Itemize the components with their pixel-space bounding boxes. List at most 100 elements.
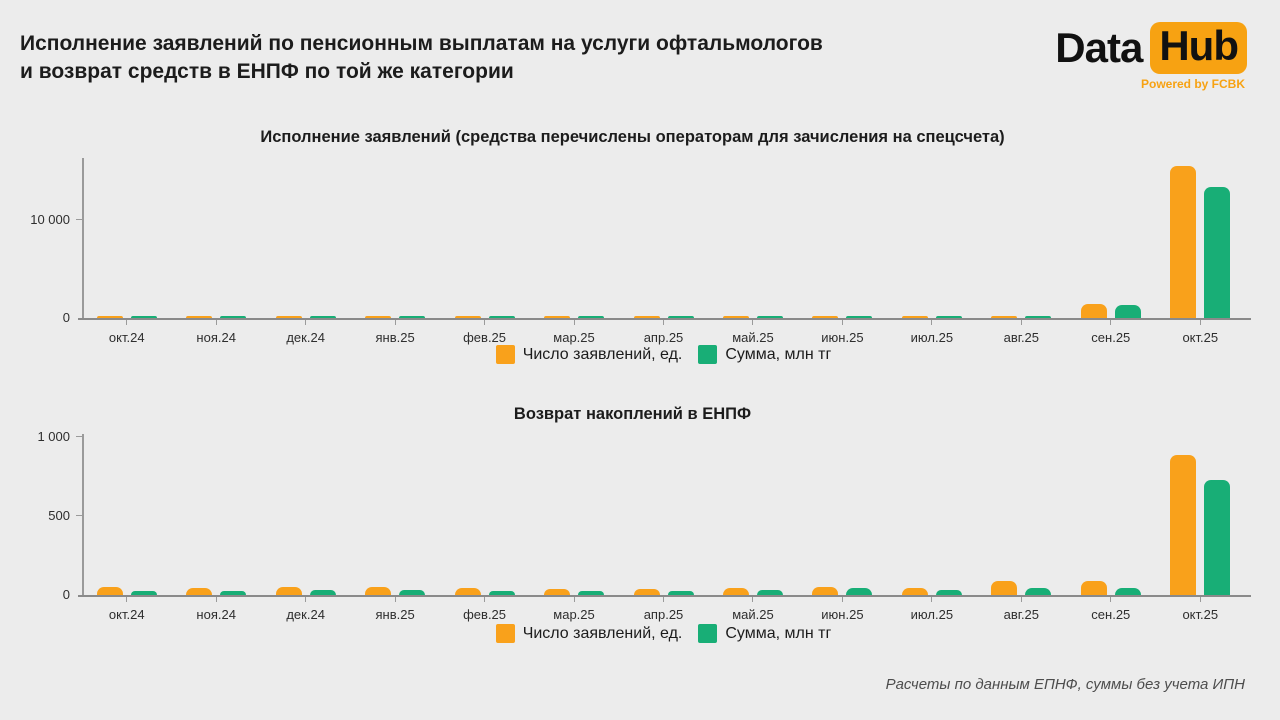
bar-applications — [812, 586, 839, 595]
footer-note: Расчеты по данным ЕПНФ, суммы без учета … — [885, 676, 1245, 693]
x-axis-tick — [126, 320, 128, 325]
legend-item: Сумма, млн тг — [698, 624, 831, 643]
chart-applications-executed: Исполнение заявлений (средства перечисле… — [0, 128, 1280, 378]
bar-amount — [667, 590, 694, 595]
bar-amount — [756, 316, 783, 318]
bar-applications — [1080, 581, 1107, 595]
page-title: Исполнение заявлений по пенсионным выпла… — [20, 30, 823, 86]
legend-swatch-amount — [698, 624, 718, 643]
x-tick-label: авг.25 — [1003, 330, 1040, 345]
legend-swatch-applications — [495, 345, 515, 364]
bar-amount — [130, 590, 157, 595]
bar-applications — [722, 316, 749, 318]
x-tick-label: авг.25 — [1003, 607, 1040, 622]
y-tick-label: 500 — [48, 508, 70, 524]
bar-applications — [544, 316, 571, 318]
bar-amount — [399, 589, 426, 595]
bar-amount — [846, 316, 873, 318]
y-axis-tick — [76, 515, 82, 517]
y-axis-tick — [76, 218, 82, 220]
legend-swatch-amount — [698, 345, 718, 364]
bar-applications — [365, 316, 392, 318]
x-tick-label: сен.25 — [1091, 607, 1131, 622]
bar-applications — [275, 586, 302, 595]
bar-amount — [578, 591, 605, 595]
x-axis-tick — [841, 320, 843, 325]
x-tick-label: мар.25 — [553, 607, 595, 622]
chart-title: Возврат накоплений в ЕНПФ — [513, 405, 752, 423]
plot-area: 0 500 1 000 окт.24 ноя.24 дек.24 янв.25 фев.25 м… — [37, 429, 1251, 622]
bar-applications — [991, 315, 1018, 318]
legend-label: Число заявлений, ед. — [522, 624, 683, 642]
bar-amount — [1204, 479, 1231, 595]
x-tick-label: дек.24 — [286, 607, 325, 622]
x-tick-label: окт.24 — [108, 330, 145, 345]
bar-amount — [1114, 587, 1141, 595]
bar-amount — [488, 316, 515, 318]
logo-text-hub: Hub — [1150, 22, 1247, 74]
x-axis-tick — [1020, 597, 1022, 602]
bar-amount — [846, 588, 873, 595]
x-tick-label: фев.25 — [463, 330, 507, 345]
datahub-logo: Data Hub Powered by FCBK — [1055, 22, 1247, 91]
x-axis-tick — [394, 597, 396, 602]
bar-amount — [399, 316, 426, 318]
legend-item: Число заявлений, ед. — [495, 624, 683, 643]
bar-amount — [220, 590, 247, 595]
x-tick-label: окт.25 — [1182, 330, 1219, 345]
bar-applications — [722, 588, 749, 595]
bar-applications — [1080, 303, 1107, 318]
bar-amount — [1114, 305, 1141, 318]
y-axis-line — [82, 434, 84, 595]
x-tick-label: апр.25 — [643, 330, 684, 345]
bar-applications — [544, 589, 571, 595]
bar-applications — [454, 587, 481, 595]
bar-amount — [309, 589, 336, 595]
x-tick-label: ноя.24 — [196, 330, 236, 345]
x-axis-tick — [1110, 597, 1112, 602]
x-tick-label: июл.25 — [910, 330, 954, 345]
bar-applications — [901, 316, 928, 318]
x-axis-tick — [394, 320, 396, 325]
x-tick-label: дек.24 — [286, 330, 325, 345]
x-axis-tick — [841, 597, 843, 602]
logo-text-data: Data — [1055, 24, 1143, 71]
bar-applications — [365, 587, 392, 595]
x-axis-tick — [1110, 320, 1112, 325]
page-title-line1: Исполнение заявлений по пенсионным выпла… — [20, 32, 823, 55]
x-axis-tick — [752, 597, 754, 602]
x-tick-label: фев.25 — [463, 607, 507, 622]
x-axis-line — [78, 595, 1251, 597]
x-axis-tick — [573, 597, 575, 602]
bar-applications — [1170, 454, 1197, 595]
x-axis-tick — [484, 597, 486, 602]
bar-amount — [667, 316, 694, 318]
bar-applications — [186, 316, 213, 318]
x-tick-label: окт.24 — [108, 607, 145, 622]
x-tick-label: июл.25 — [910, 607, 954, 622]
bar-applications — [812, 316, 839, 318]
x-axis-tick — [215, 597, 217, 602]
bar-applications — [186, 587, 213, 595]
x-axis-tick — [305, 320, 307, 325]
x-tick-label: мар.25 — [553, 330, 595, 345]
bar-amount — [1025, 316, 1052, 318]
logo-tagline: Powered by FCBK — [1140, 77, 1245, 91]
x-axis-tick — [752, 320, 754, 325]
x-axis-tick — [1199, 597, 1201, 602]
legend-item: Сумма, млн тг — [698, 345, 831, 364]
x-axis-line — [78, 318, 1251, 320]
x-axis-tick — [1020, 320, 1022, 325]
x-tick-label: янв.25 — [375, 607, 415, 622]
legend-label: Сумма, млн тг — [725, 624, 832, 642]
x-tick-label: сен.25 — [1091, 330, 1131, 345]
bar-amount — [130, 316, 157, 318]
x-axis-tick — [931, 320, 933, 325]
legend-label: Число заявлений, ед. — [522, 345, 683, 363]
y-tick-label: 10 000 — [30, 211, 70, 227]
x-axis-tick — [484, 320, 486, 325]
bar-amount — [1025, 588, 1052, 595]
x-tick-label: июн.25 — [821, 330, 864, 345]
x-tick-label: апр.25 — [643, 607, 684, 622]
